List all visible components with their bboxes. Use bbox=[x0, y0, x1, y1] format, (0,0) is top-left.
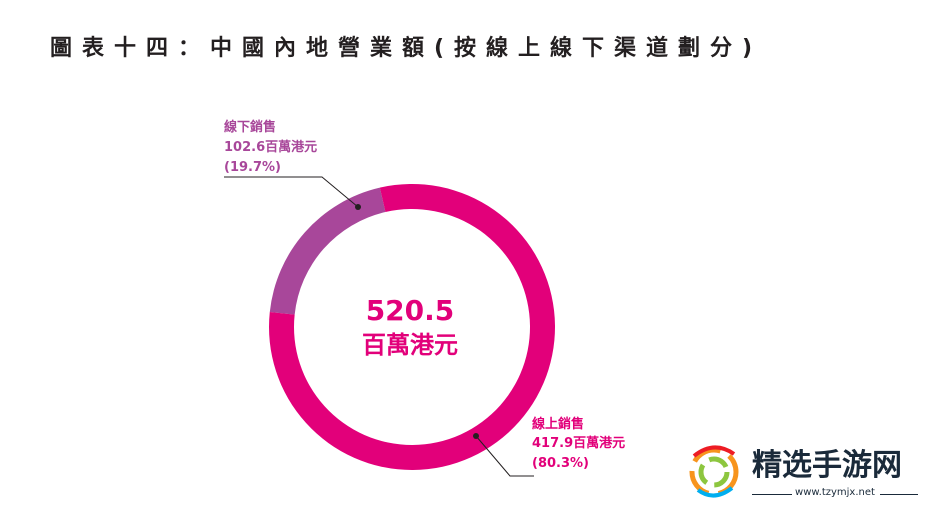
offline-label-name: 線下銷售 bbox=[224, 119, 276, 135]
online-leader-line bbox=[475, 435, 534, 477]
donut-slices bbox=[268, 184, 555, 471]
offline-label-percent: (19.7%) bbox=[224, 160, 281, 175]
watermark-url: www.tzymjx.net bbox=[795, 487, 875, 498]
chart-title: 圖表十四：中國內地營業額(按線上線下渠道劃分) bbox=[50, 36, 763, 61]
online-label-percent: (80.3%) bbox=[532, 456, 589, 471]
offline-leader-line bbox=[224, 176, 359, 208]
online-label-name: 線上銷售 bbox=[532, 416, 584, 432]
watermark-text: 精选手游网 bbox=[752, 448, 902, 483]
watermark-logo-icon bbox=[689, 445, 739, 498]
center-total-unit: 百萬港元 bbox=[362, 331, 458, 359]
center-total-value: 520.5 bbox=[366, 294, 455, 327]
online-leader-dot bbox=[473, 433, 479, 439]
slice-offline-sales bbox=[269, 187, 386, 315]
watermark-rule-right bbox=[880, 494, 918, 495]
offline-label-value: 102.6百萬港元 bbox=[224, 139, 317, 155]
offline-leader-dot bbox=[355, 204, 361, 210]
online-label-value: 417.9百萬港元 bbox=[532, 435, 625, 451]
watermark-rule-left bbox=[752, 494, 792, 495]
